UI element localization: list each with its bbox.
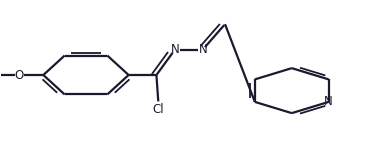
Text: N: N [199,43,207,56]
Text: N: N [324,95,333,108]
Text: N: N [171,43,179,56]
Text: Cl: Cl [152,103,164,116]
Text: O: O [15,69,24,81]
